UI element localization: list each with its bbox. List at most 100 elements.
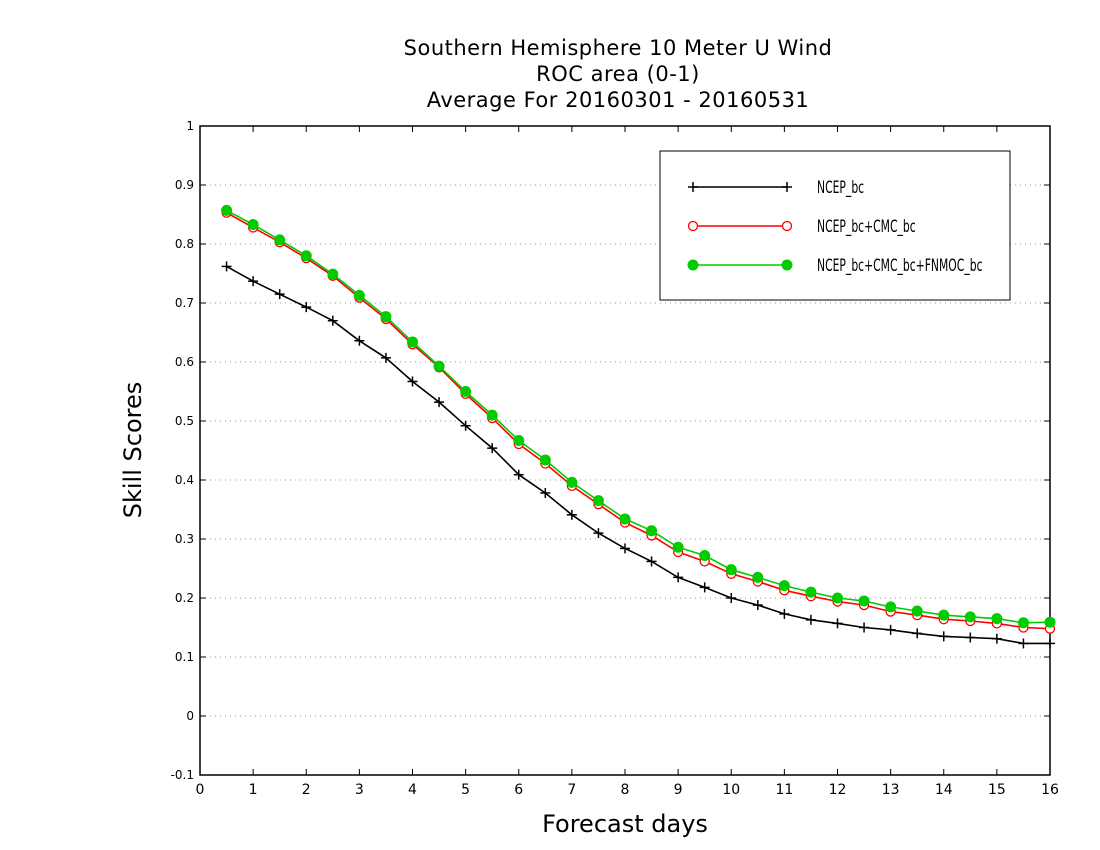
data-point-filled-circle <box>687 259 699 271</box>
x-tick-label: 14 <box>935 782 953 798</box>
x-tick-label: 3 <box>355 782 364 798</box>
data-point-filled-circle <box>513 434 525 446</box>
data-point-plus <box>487 443 498 454</box>
axes <box>199 125 1051 776</box>
tick-labels: -0.100.10.20.30.40.50.60.70.80.910 1 2 3 4 5 6… <box>171 119 1059 798</box>
data-point-filled-circle <box>911 605 923 617</box>
chart-title-line-2: ROC area (0-1) <box>536 62 700 86</box>
series-line <box>226 265 1050 645</box>
data-point-plus <box>699 582 710 593</box>
data-point-filled-circle <box>221 204 233 216</box>
data-point-plus <box>1018 638 1029 649</box>
y-tick-label: 0.5 <box>175 414 194 428</box>
data-point-filled-circle <box>460 386 472 397</box>
data-point-plus <box>782 182 792 192</box>
data-series <box>221 204 1056 649</box>
data-point-plus <box>301 302 312 313</box>
x-tick-label: 0 <box>196 782 205 798</box>
legend-label: NCEP_bc+CMC_bc <box>817 218 916 237</box>
x-axis-label: Forecast days <box>542 810 708 838</box>
data-point-filled-circle <box>964 611 976 623</box>
y-tick-label: 0.6 <box>175 355 194 369</box>
data-point-plus <box>380 352 391 363</box>
y-tick-label: 0.2 <box>175 591 194 605</box>
data-point-filled-circle <box>247 219 259 231</box>
data-point-filled-circle <box>433 360 445 372</box>
x-tick-label: 16 <box>1041 782 1059 798</box>
data-point-plus <box>434 397 445 408</box>
data-point-plus <box>221 261 232 272</box>
x-tick-label: 13 <box>882 782 900 798</box>
data-point-filled-circle <box>407 336 418 348</box>
y-tick-label: 0 <box>186 709 194 723</box>
data-point-plus <box>912 628 923 639</box>
data-point-filled-circle <box>486 409 498 421</box>
data-point-filled-circle <box>672 541 684 553</box>
x-tick-label: 15 <box>988 782 1006 798</box>
data-point-plus <box>965 632 976 643</box>
y-tick-label: 0.9 <box>175 178 194 192</box>
chart-title-line-1: Southern Hemisphere 10 Meter U Wind <box>403 36 833 60</box>
data-point-plus <box>620 543 630 554</box>
data-point-plus <box>991 633 1002 644</box>
x-tick-label: 2 <box>302 782 311 798</box>
data-point-plus <box>407 376 418 387</box>
data-point-filled-circle <box>781 259 793 271</box>
data-point-open-circle <box>781 220 793 232</box>
x-tick-label: 10 <box>722 782 740 798</box>
x-tick-label: 11 <box>775 782 793 798</box>
data-point-filled-circle <box>300 250 312 262</box>
x-tick-label: 7 <box>567 782 576 798</box>
y-tick-label: -0.1 <box>171 768 194 782</box>
data-point-plus <box>752 600 763 611</box>
data-point-plus <box>354 335 365 346</box>
x-tick-label: 1 <box>249 782 258 798</box>
data-point-filled-circle <box>353 289 365 301</box>
data-point-filled-circle <box>858 595 870 607</box>
data-point-filled-circle <box>778 580 790 592</box>
chart-title-line-3: Average For 20160301 - 20160531 <box>426 88 810 112</box>
data-point-plus <box>885 624 896 635</box>
data-point-plus <box>859 622 870 633</box>
data-point-plus <box>673 572 684 583</box>
x-tick-label: 8 <box>621 782 630 798</box>
data-point-filled-circle <box>566 476 578 488</box>
data-point-filled-circle <box>1044 616 1056 628</box>
x-tick-label: 5 <box>461 782 470 798</box>
y-tick-label: 0.7 <box>175 296 194 310</box>
data-point-plus <box>274 289 285 300</box>
data-point-plus <box>248 276 259 287</box>
data-point-filled-circle <box>832 592 843 604</box>
data-point-filled-circle <box>991 613 1003 625</box>
data-point-filled-circle <box>1017 617 1029 629</box>
data-point-filled-circle <box>699 550 711 562</box>
data-point-plus <box>805 614 816 625</box>
data-point-plus <box>688 182 698 192</box>
y-tick-label: 0.1 <box>175 650 194 664</box>
data-point-plus <box>938 631 949 642</box>
y-tick-label: 0.3 <box>175 532 194 546</box>
data-point-filled-circle <box>380 311 392 323</box>
legend-label: NCEP_bc+CMC_bc+FNMOC_bc <box>817 257 983 276</box>
data-point-filled-circle <box>885 601 897 613</box>
data-point-filled-circle <box>805 586 817 598</box>
data-point-filled-circle <box>619 513 631 525</box>
data-point-plus <box>646 556 657 567</box>
y-tick-label: 0.4 <box>175 473 194 487</box>
series-0 <box>221 261 1055 649</box>
data-point-plus <box>1045 638 1055 649</box>
data-point-plus <box>513 469 524 480</box>
data-point-plus <box>726 593 737 603</box>
legend: NCEP_bc NCEP_bc+CMC_bc NCEP_bc+CMC_bc+FNMO… <box>659 150 1011 301</box>
legend-label: NCEP_bc <box>817 179 864 198</box>
data-point-filled-circle <box>752 571 764 583</box>
series-2 <box>221 204 1056 629</box>
data-point-plus <box>460 420 471 431</box>
data-point-filled-circle <box>592 495 604 507</box>
data-point-filled-circle <box>725 564 737 576</box>
data-point-plus <box>327 315 338 326</box>
data-point-plus <box>540 487 551 498</box>
y-tick-label: 0.8 <box>175 237 194 251</box>
data-point-plus <box>779 608 790 619</box>
